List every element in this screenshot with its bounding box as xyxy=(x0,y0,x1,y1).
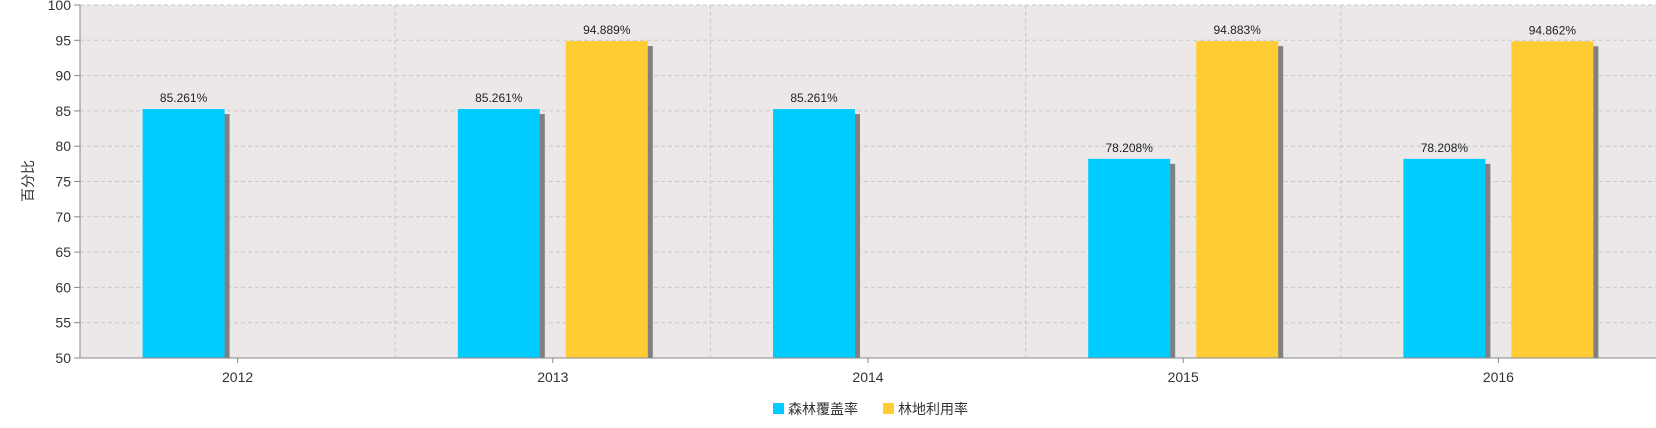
y-tick-label: 60 xyxy=(55,279,71,295)
bar-forest-coverage-2012 xyxy=(142,109,225,358)
y-tick-label: 55 xyxy=(55,315,71,331)
data-label: 85.261% xyxy=(160,91,208,105)
legend: 森林覆盖率 林地利用率 xyxy=(773,401,968,418)
y-tick-label: 100 xyxy=(48,0,72,13)
y-tick-label: 50 xyxy=(55,350,71,366)
legend-label: 森林覆盖率 xyxy=(788,401,858,418)
x-tick-label: 2012 xyxy=(222,369,253,385)
y-tick-label: 80 xyxy=(55,138,71,154)
data-label: 94.862% xyxy=(1529,23,1577,37)
x-tick-label: 2014 xyxy=(852,369,883,385)
y-tick-label: 85 xyxy=(55,103,71,119)
bar-forest-land-utilization-2016 xyxy=(1511,41,1594,358)
legend-swatch xyxy=(773,403,784,414)
y-tick-label: 75 xyxy=(55,174,71,190)
y-tick-label: 65 xyxy=(55,244,71,260)
data-label: 78.208% xyxy=(1106,141,1154,155)
bar-forest-coverage-2016 xyxy=(1403,158,1486,358)
legend-swatch xyxy=(883,403,894,414)
bar-forest-coverage-2015 xyxy=(1088,158,1171,358)
data-labels: 85.261% 85.261% 94.889% 85.261% 78.208% 94.88… xyxy=(160,23,1577,155)
axes: 50 55 60 65 70 75 80 85 90 95 100 2012 2013 2014 2015 2… xyxy=(48,0,1656,385)
bars xyxy=(142,41,1599,359)
y-axis-title: 百分比 xyxy=(21,160,37,202)
bar-forest-coverage-2013 xyxy=(457,109,540,358)
y-tick-label: 90 xyxy=(55,68,71,84)
legend-label: 林地利用率 xyxy=(898,401,968,418)
y-tick-label: 70 xyxy=(55,209,71,225)
data-label: 94.889% xyxy=(583,23,631,37)
x-tick-label: 2013 xyxy=(537,369,568,385)
data-label: 78.208% xyxy=(1421,141,1469,155)
x-tick-label: 2015 xyxy=(1168,369,1199,385)
data-label: 85.261% xyxy=(790,91,838,105)
data-label: 85.261% xyxy=(475,91,523,105)
gridlines xyxy=(80,4,1656,358)
bar-forest-land-utilization-2015 xyxy=(1196,41,1279,359)
bar-forest-land-utilization-2013 xyxy=(565,41,648,359)
bar-forest-coverage-2014 xyxy=(773,109,855,358)
x-tick-label: 2016 xyxy=(1483,369,1514,385)
data-label: 94.883% xyxy=(1214,23,1262,37)
y-tick-label: 95 xyxy=(55,32,71,48)
